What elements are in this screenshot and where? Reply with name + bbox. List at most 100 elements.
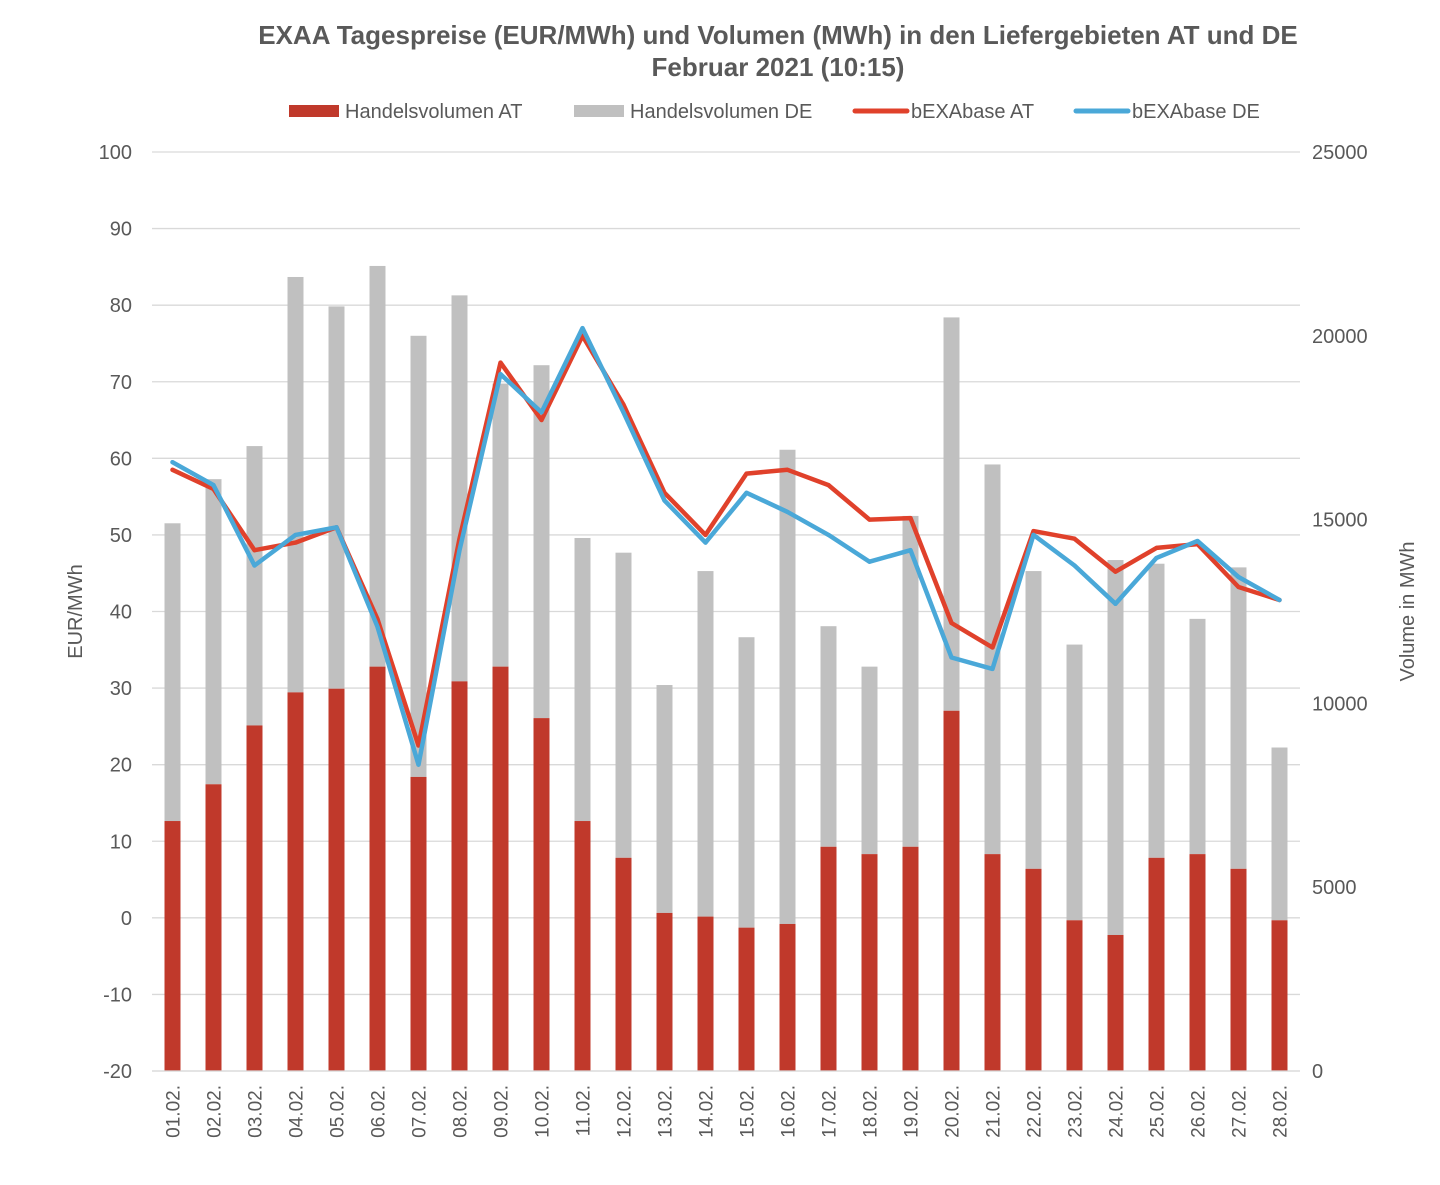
- bar-handelsvolumen-at: [574, 821, 591, 1071]
- bar-handelsvolumen-at: [287, 692, 304, 1071]
- y-tick-right: 15000: [1312, 510, 1368, 532]
- bar-handelsvolumen-at: [656, 912, 673, 1071]
- bar-handelsvolumen-at: [779, 923, 796, 1071]
- x-tick-label: 02.02.: [205, 1085, 226, 1138]
- point-bexabase-de: [293, 532, 298, 537]
- x-tick-label: 28.02.: [1271, 1085, 1292, 1138]
- point-bexabase-at: [1113, 569, 1118, 574]
- point-bexabase-at: [498, 360, 503, 365]
- bar-handelsvolumen-at: [1066, 920, 1083, 1071]
- point-bexabase-at: [826, 483, 831, 488]
- y-tick-right: 0: [1312, 1061, 1323, 1083]
- x-tick-label: 25.02.: [1148, 1085, 1169, 1138]
- bar-handelsvolumen-at: [492, 666, 509, 1071]
- x-tick-label: 15.02.: [738, 1085, 759, 1138]
- x-tick-label: 13.02.: [656, 1085, 677, 1138]
- point-bexabase-de: [949, 655, 954, 660]
- point-bexabase-at: [703, 532, 708, 537]
- y-axis-label-right: Volume in MWh: [1397, 541, 1419, 681]
- y-axis-label-left: EUR/MWh: [65, 564, 87, 658]
- x-tick-label: 04.02.: [287, 1085, 308, 1138]
- bar-handelsvolumen-de: [1189, 618, 1206, 855]
- bar-handelsvolumen-at: [1148, 857, 1165, 1071]
- bar-handelsvolumen-at: [1271, 920, 1288, 1071]
- y-tick-left: 40: [110, 602, 132, 624]
- legend-handelsvolumen-at-swatch: [289, 105, 339, 117]
- x-tick-label: 23.02.: [1066, 1085, 1087, 1138]
- bar-handelsvolumen-de: [205, 479, 222, 785]
- x-tick-label: 12.02.: [615, 1085, 636, 1138]
- x-tick-label: 09.02.: [492, 1085, 513, 1138]
- x-tick-label: 20.02.: [943, 1085, 964, 1138]
- point-bexabase-de: [375, 624, 380, 629]
- bar-handelsvolumen-de: [738, 637, 755, 928]
- point-bexabase-at: [785, 467, 790, 472]
- y-tick-left: 50: [110, 525, 132, 547]
- bar-handelsvolumen-at: [738, 927, 755, 1071]
- y-tick-left: 30: [110, 678, 132, 700]
- x-tick-label: 07.02.: [410, 1085, 431, 1138]
- point-bexabase-de: [170, 460, 175, 465]
- y-tick-left: 80: [110, 295, 132, 317]
- bar-handelsvolumen-at: [246, 725, 263, 1071]
- bar-handelsvolumen-de: [1107, 560, 1124, 935]
- bar-handelsvolumen-de: [410, 335, 427, 777]
- bar-handelsvolumen-de: [246, 446, 263, 726]
- bar-handelsvolumen-de: [1066, 644, 1083, 921]
- point-bexabase-at: [1072, 536, 1077, 541]
- y-tick-left: -20: [103, 1061, 132, 1083]
- y-tick-right: 5000: [1312, 877, 1357, 899]
- y-tick-right: 10000: [1312, 693, 1368, 715]
- bar-handelsvolumen-at: [943, 710, 960, 1071]
- x-tick-label: 06.02.: [369, 1085, 390, 1138]
- x-tick-label: 08.02.: [451, 1085, 472, 1138]
- bar-handelsvolumen-at: [697, 916, 714, 1071]
- point-bexabase-at: [416, 743, 421, 748]
- bar-handelsvolumen-de: [779, 449, 796, 924]
- bar-handelsvolumen-de: [164, 523, 181, 822]
- point-bexabase-de: [539, 410, 544, 415]
- x-tick-label: 14.02.: [697, 1085, 718, 1138]
- point-bexabase-at: [908, 516, 913, 521]
- bar-handelsvolumen-de: [328, 306, 345, 689]
- x-tick-label: 26.02.: [1189, 1085, 1210, 1138]
- y-tick-left: 0: [121, 908, 132, 930]
- bar-handelsvolumen-at: [1230, 868, 1247, 1071]
- x-tick-label: 16.02.: [779, 1085, 800, 1138]
- bar-handelsvolumen-de: [656, 685, 673, 913]
- x-tick-label: 03.02.: [246, 1085, 267, 1138]
- point-bexabase-de: [867, 559, 872, 564]
- y-tick-left: 60: [110, 448, 132, 470]
- point-bexabase-de: [621, 410, 626, 415]
- bar-handelsvolumen-de: [615, 552, 632, 858]
- point-bexabase-de: [416, 762, 421, 767]
- bar-handelsvolumen-de: [902, 515, 919, 847]
- point-bexabase-at: [867, 517, 872, 522]
- bar-handelsvolumen-de: [574, 537, 591, 822]
- point-bexabase-at: [1154, 545, 1159, 550]
- point-bexabase-de: [1277, 598, 1282, 603]
- bar-handelsvolumen-de: [533, 365, 550, 719]
- point-bexabase-de: [908, 548, 913, 553]
- x-tick-label: 11.02.: [574, 1085, 595, 1136]
- bar-handelsvolumen-at: [1025, 868, 1042, 1071]
- chart-subtitle: Februar 2021 (10:15): [651, 52, 905, 82]
- point-bexabase-at: [293, 540, 298, 545]
- bar-handelsvolumen-de: [984, 464, 1001, 855]
- bar-handelsvolumen-de: [861, 666, 878, 855]
- point-bexabase-de: [1154, 555, 1159, 560]
- chart-title: EXAA Tagespreise (EUR/MWh) und Volumen (…: [258, 20, 1298, 50]
- y-tick-right: 25000: [1312, 142, 1368, 164]
- legend-handelsvolumen-at-label: Handelsvolumen AT: [345, 101, 523, 123]
- bar-handelsvolumen-de: [287, 276, 304, 693]
- x-tick-label: 24.02.: [1107, 1085, 1128, 1138]
- bar-handelsvolumen-de: [697, 571, 714, 917]
- point-bexabase-de: [990, 666, 995, 671]
- bar-handelsvolumen-at: [533, 718, 550, 1071]
- point-bexabase-de: [498, 372, 503, 377]
- point-bexabase-at: [1031, 529, 1036, 534]
- point-bexabase-de: [744, 490, 749, 495]
- point-bexabase-de: [211, 483, 216, 488]
